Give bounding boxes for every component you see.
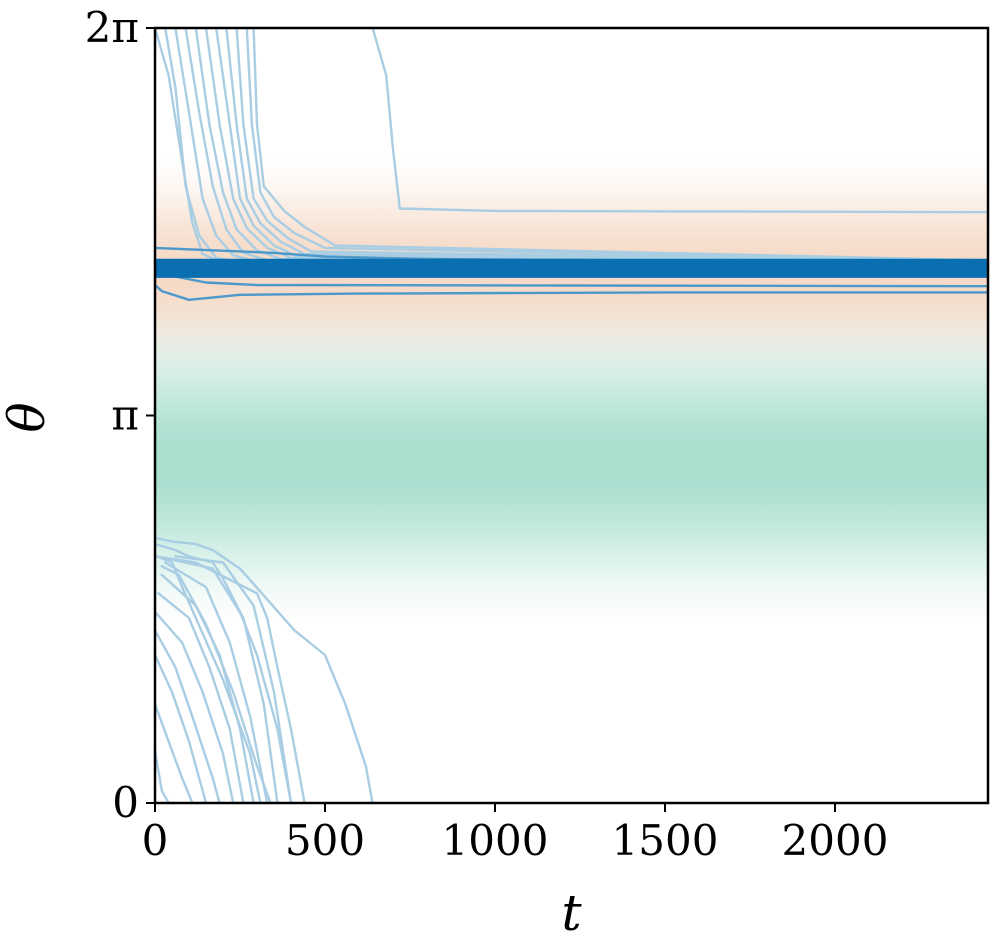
x-axis: 0 500 1000 1500 2000 <box>142 803 889 865</box>
y-tick-label-1: π <box>111 391 139 440</box>
series-line-9 <box>155 283 988 301</box>
series-line-25 <box>155 653 208 803</box>
series-line-19 <box>235 28 988 263</box>
series-line-26 <box>155 629 221 803</box>
x-tick-label-1: 500 <box>285 816 365 865</box>
plot-background <box>155 28 988 803</box>
y-tick-label-2: 2π <box>85 3 139 52</box>
y-tick-label-0: 0 <box>112 778 139 827</box>
y-axis-label: θ <box>0 402 56 432</box>
series-line-36 <box>155 555 306 803</box>
series-line-17 <box>214 28 988 264</box>
series-line-23 <box>155 750 170 803</box>
x-tick-label-0: 0 <box>142 816 169 865</box>
series-line-27 <box>155 610 235 803</box>
series-line-34 <box>160 565 272 803</box>
series-line-37 <box>155 536 374 803</box>
series-line-30 <box>163 561 269 803</box>
x-tick-label-2: 1000 <box>442 816 549 865</box>
series-layer <box>155 28 988 803</box>
series-line-20 <box>245 28 988 263</box>
y-axis: 0 π 2π <box>85 3 155 827</box>
series-line-33 <box>155 555 262 803</box>
series-line-35 <box>155 542 293 803</box>
x-axis-label: t <box>561 884 582 942</box>
x-tick-label-3: 1500 <box>612 816 719 865</box>
series-line-24 <box>155 703 194 803</box>
x-tick-label-4: 2000 <box>782 816 889 865</box>
series-line-16 <box>204 28 988 264</box>
series-line-28 <box>157 592 245 803</box>
series-line-22 <box>371 28 988 214</box>
series-line-21 <box>252 28 988 262</box>
